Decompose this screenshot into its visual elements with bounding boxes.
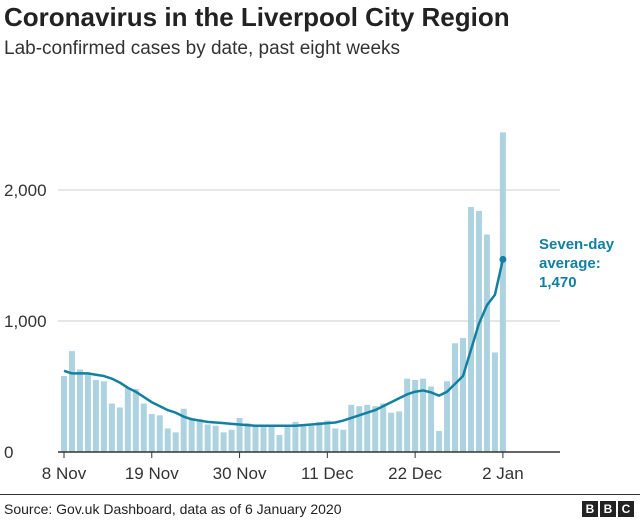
bar (236, 417, 243, 452)
bar (364, 404, 371, 452)
annotation-line: Seven-day (539, 236, 615, 253)
bar (324, 420, 331, 452)
footer-divider (0, 494, 640, 495)
bar (348, 404, 355, 452)
y-tick-label: 1,000 (4, 312, 47, 331)
y-tick-label: 0 (4, 443, 13, 462)
bar (340, 429, 347, 452)
bar (308, 425, 315, 452)
bar (228, 429, 235, 452)
bar (252, 424, 259, 452)
bar (467, 207, 474, 452)
x-tick-label: 2 Jan (482, 464, 524, 483)
bar (292, 421, 299, 452)
bar (108, 403, 115, 452)
bar (164, 428, 171, 452)
bar (140, 403, 147, 452)
bar (316, 421, 323, 452)
bar (61, 376, 67, 452)
annotation-line: average: (539, 255, 601, 272)
bar (372, 406, 379, 452)
bar (444, 381, 451, 452)
bar (388, 412, 395, 452)
bar (244, 423, 251, 452)
bar (220, 432, 227, 452)
bar (475, 210, 482, 452)
bar (380, 403, 387, 452)
bar (491, 352, 498, 452)
bar (428, 386, 435, 452)
bar (300, 425, 307, 452)
x-tick-label: 30 Nov (213, 464, 267, 483)
bar (356, 406, 363, 452)
bar (412, 379, 419, 452)
x-tick-label: 22 Dec (388, 464, 442, 483)
bar (276, 434, 283, 452)
bar (284, 427, 291, 452)
average-endpoint (499, 255, 507, 263)
bar (180, 408, 187, 452)
bar (92, 379, 99, 452)
x-tick-label: 8 Nov (42, 464, 87, 483)
bar (100, 381, 107, 452)
bar (116, 407, 123, 452)
bar (396, 411, 403, 452)
x-tick-label: 11 Dec (301, 464, 354, 483)
average-line (63, 259, 505, 428)
bar (404, 378, 411, 452)
bar (172, 432, 179, 452)
bar (84, 373, 91, 452)
bar (68, 351, 75, 452)
source-note: Source: Gov.uk Dashboard, data as of 6 J… (4, 501, 342, 517)
bar (332, 428, 339, 452)
bar (268, 425, 275, 452)
annotation-line: 1,470 (539, 274, 577, 291)
bar (436, 431, 443, 452)
bar (188, 417, 195, 452)
bar (452, 343, 459, 452)
bar (76, 369, 83, 452)
bar (483, 234, 490, 452)
bar (132, 389, 139, 452)
bar (156, 415, 163, 452)
bar (196, 419, 203, 452)
bar (204, 424, 211, 452)
bar (124, 387, 131, 452)
bar (148, 414, 155, 452)
x-tick-label: 19 Nov (125, 464, 179, 483)
chart-subtitle: Lab-confirmed cases by date, past eight … (4, 38, 401, 59)
bar (460, 338, 466, 452)
bar (212, 425, 219, 452)
bar (420, 378, 427, 452)
y-tick-label: 2,000 (4, 181, 47, 200)
bar (499, 132, 506, 453)
chart-title: Coronavirus in the Liverpool City Region (4, 2, 510, 32)
bar (260, 427, 267, 452)
